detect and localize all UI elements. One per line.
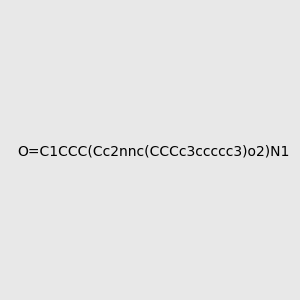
Text: O=C1CCC(Cc2nnc(CCCc3ccccc3)o2)N1: O=C1CCC(Cc2nnc(CCCc3ccccc3)o2)N1	[18, 145, 290, 158]
